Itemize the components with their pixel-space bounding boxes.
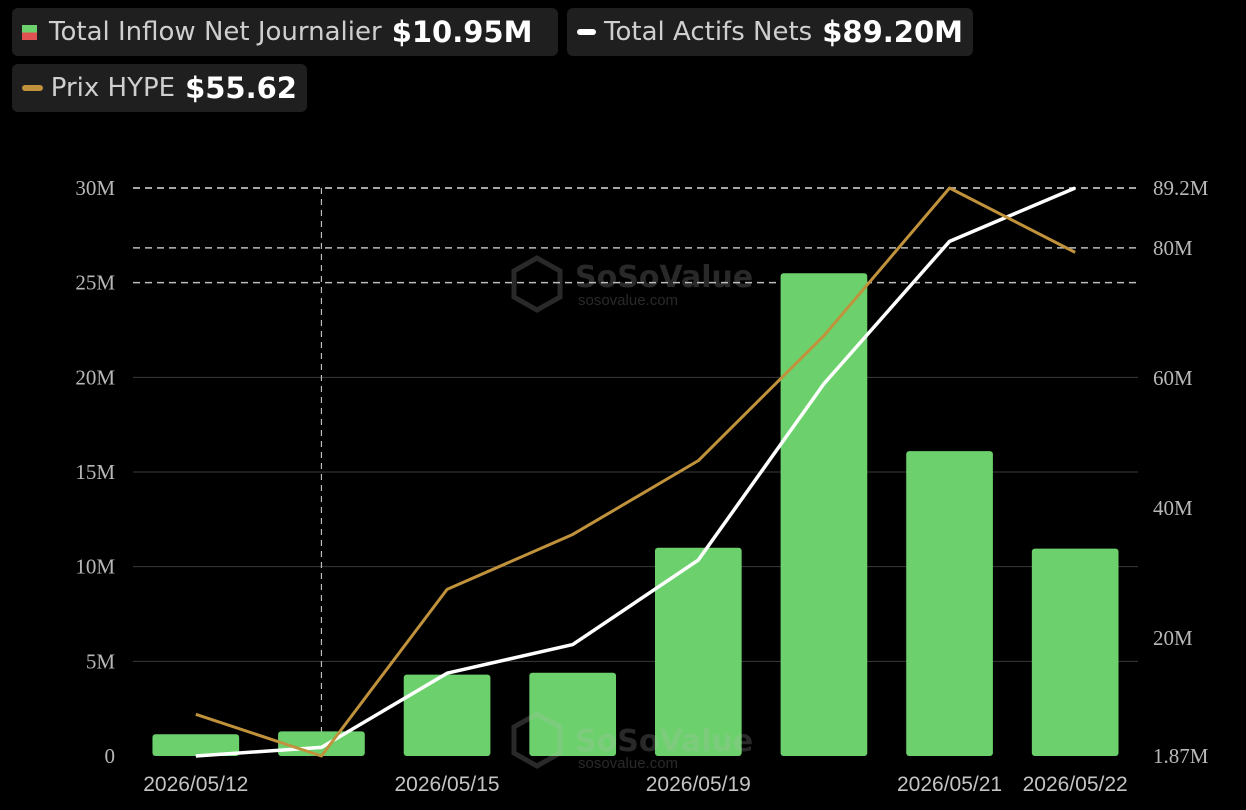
x-axis-tick-label: 2026/05/12	[143, 773, 248, 796]
legend-inflow-label: Total Inflow Net Journalier	[49, 17, 382, 47]
left-axis-tick-label: 20M	[75, 365, 115, 389]
net-assets-line	[195, 186, 1076, 758]
price-swatch-icon	[22, 85, 43, 91]
watermark-url: sosovalue.com	[578, 292, 678, 309]
watermark-bottom-url: sosovalue.com	[578, 755, 678, 772]
watermark-bottom-brand: SoSoValue	[575, 724, 753, 759]
right-axis-tick-label: 40M	[1153, 496, 1193, 520]
inflow-bar	[529, 672, 617, 756]
x-axis-tick-label: 2026/05/15	[395, 773, 500, 796]
inflow-bar	[152, 734, 240, 756]
x-axis-tick-label: 2026/05/21	[897, 773, 1002, 796]
legend-price[interactable]: Prix HYPE $55.62	[12, 64, 307, 112]
legend-price-label: Prix HYPE	[50, 73, 176, 103]
watermark-brand: SoSoValue	[575, 260, 753, 295]
price-line	[195, 186, 1076, 758]
legend-price-value: $55.62	[185, 71, 297, 105]
legend-net-assets[interactable]: Total Actifs Nets $89.20M	[567, 8, 973, 56]
inflow-bar	[654, 547, 742, 756]
right-axis-tick-label: 80M	[1153, 236, 1193, 260]
left-axis-tick-label: 10M	[75, 555, 115, 579]
inflow-bar	[906, 451, 993, 756]
watermark-bottom-logo-icon	[511, 711, 563, 769]
right-axis-tick-label: 1.87M	[1153, 744, 1209, 768]
watermark-logo-icon	[511, 255, 563, 313]
left-axis-tick-label: 30M	[75, 176, 115, 200]
watermark-bottom: SoSoValue sosovalue.com	[511, 711, 753, 772]
left-axis-tick-label: 15M	[75, 460, 115, 484]
x-axis-tick-label: 2026/05/22	[1023, 773, 1128, 796]
legend-net-assets-value: $89.20M	[822, 15, 963, 49]
right-axis-tick-label: 60M	[1153, 366, 1193, 390]
inflow-bar	[403, 674, 491, 756]
left-axis-tick-label: 5M	[86, 649, 116, 673]
inflow-bar	[278, 731, 365, 756]
inflow-bar	[1031, 548, 1119, 756]
legend-inflow-value: $10.95M	[391, 15, 533, 49]
inflow-swatch-icon	[22, 24, 37, 40]
legend-net-assets-label: Total Actifs Nets	[604, 17, 813, 47]
left-axis-tick-label: 0	[105, 744, 116, 768]
net-assets-swatch-icon	[577, 29, 597, 35]
legend-inflow[interactable]: Total Inflow Net Journalier $10.95M	[12, 8, 558, 56]
x-axis-tick-label: 2026/05/19	[646, 773, 751, 796]
inflow-bar	[780, 273, 868, 756]
watermark-top: SoSoValue sosovalue.com	[511, 255, 753, 313]
right-axis-tick-label: 20M	[1153, 626, 1193, 650]
left-axis-tick-label: 25M	[75, 271, 115, 295]
right-axis-tick-label: 89.2M	[1153, 176, 1209, 200]
